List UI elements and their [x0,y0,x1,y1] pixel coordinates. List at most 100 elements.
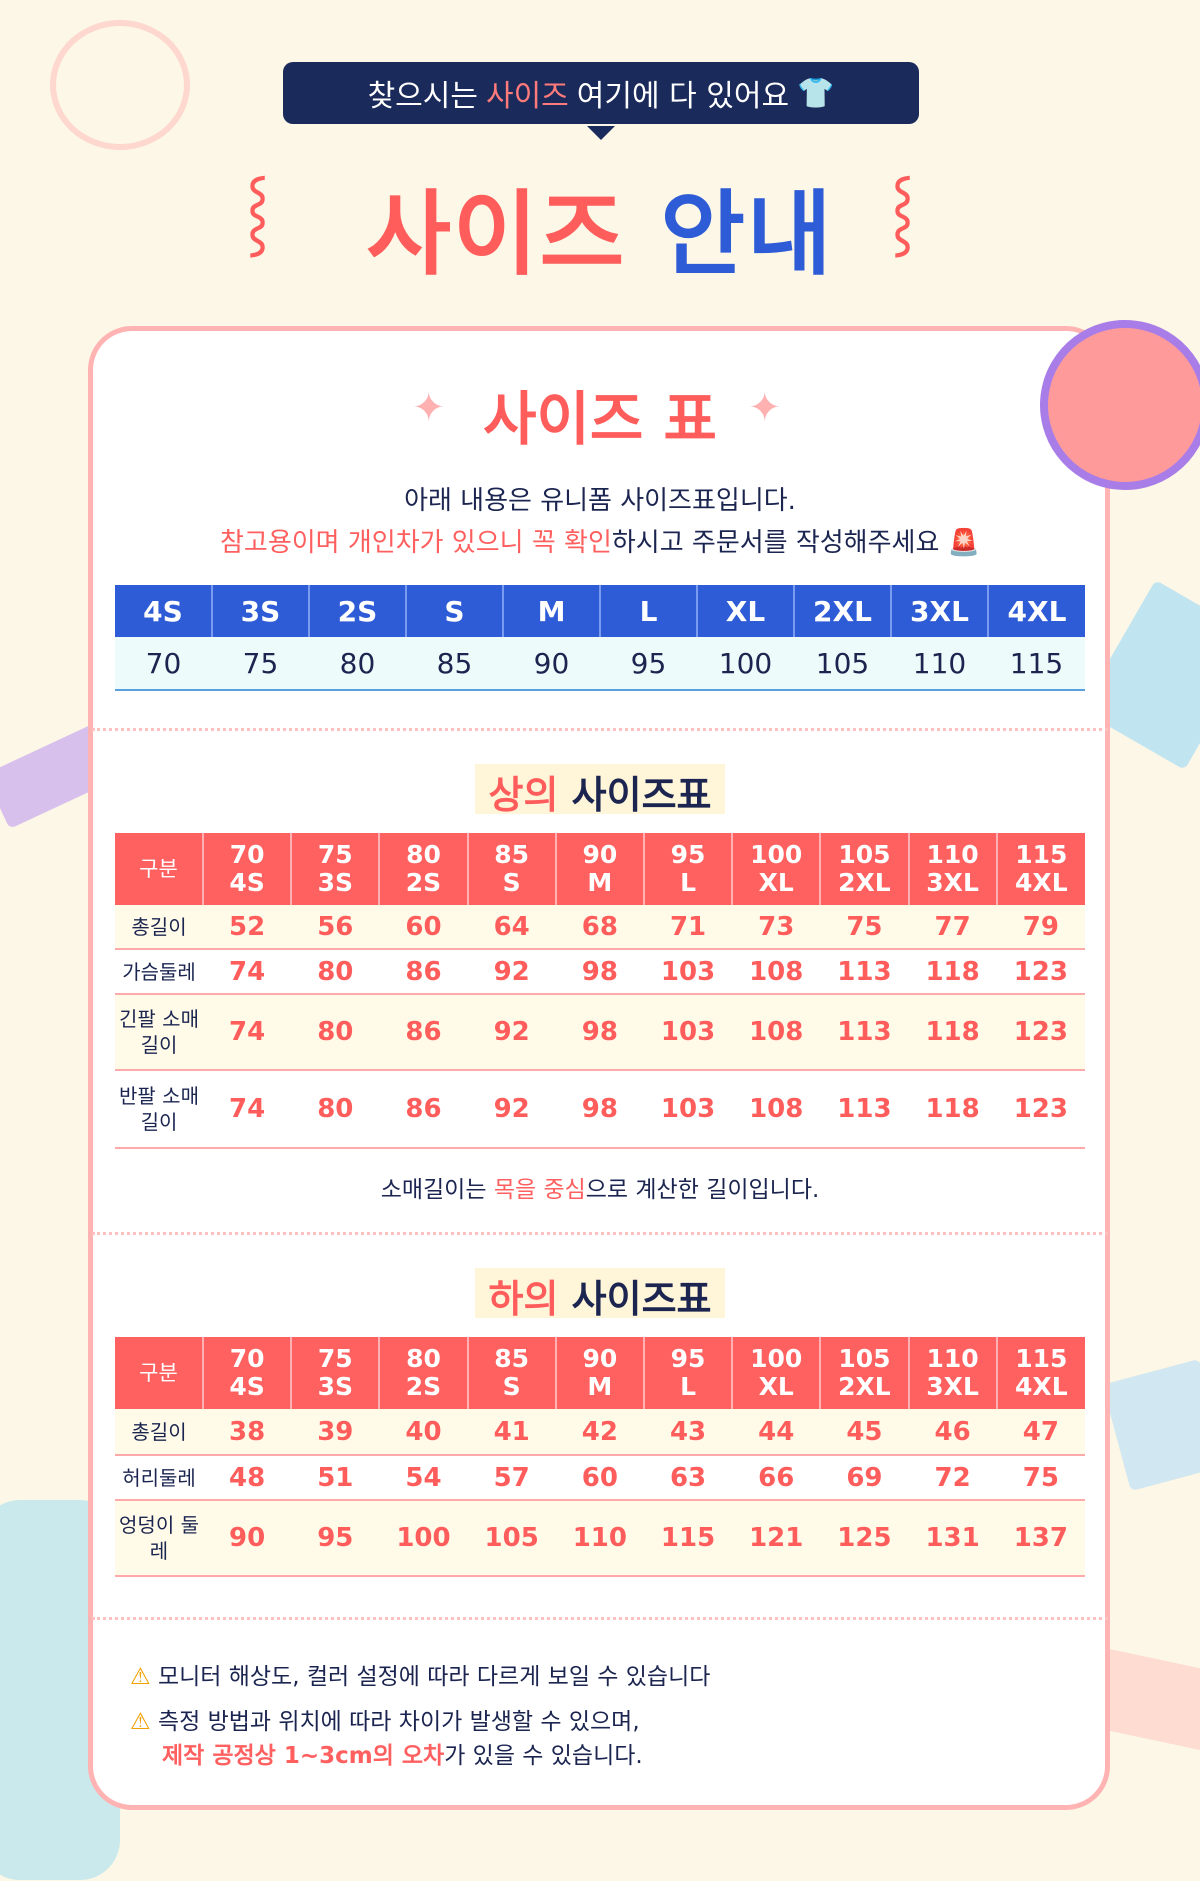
cell-value: 110 [555,1500,644,1577]
cell-value: 75 [996,1455,1085,1501]
header-number: 90 [582,840,618,869]
table-row: 반팔 소매길이 74 80 86 92 98 103 108 113 118 123 [115,1070,1085,1149]
table-row: 총길이 38 39 40 41 42 43 44 45 46 47 [115,1409,1085,1456]
cell-value: 80 [291,1070,380,1149]
table-row: 허리둘레 48 51 54 57 60 63 66 69 72 75 [115,1455,1085,1501]
title-part2: 안내 [660,181,834,288]
cell-value: 118 [908,949,997,995]
size-label: S [405,585,503,637]
header-size: 85 S [466,1337,556,1409]
warning-icon: ⚠ [130,1709,151,1735]
cell-value: 40 [379,1409,468,1456]
header-number: 95 [670,1344,706,1373]
cell-value: 90 [203,1500,292,1577]
header-size-label: L [680,868,696,897]
size-label: 4XL [987,585,1085,637]
row-label: 총길이 [115,905,203,950]
cell-value: 103 [643,1070,733,1149]
warning-3-text: 가 있을 수 있습니다. [444,1743,643,1769]
header-size: 110 3XL [907,833,997,905]
warning-2-text: 측정 방법과 위치에 따라 차이가 발생할 수 있으며, [157,1709,640,1735]
cell-value: 60 [379,905,468,950]
header-number: 110 [926,840,979,869]
table-row: 총길이 52 56 60 64 68 71 73 75 77 79 [115,905,1085,950]
cell-value: 108 [732,949,821,995]
cell-value: 103 [643,994,733,1071]
header-number: 85 [494,1344,530,1373]
cell-value: 74 [203,1070,292,1149]
bottom-title-red: 하의 [488,1277,559,1321]
row-label: 엉덩이 둘레 [115,1500,203,1577]
header-size-label: M [587,1372,613,1401]
cell-value: 95 [291,1500,380,1577]
table-row: 긴팔 소매길이 74 80 86 92 98 103 108 113 118 123 [115,994,1085,1071]
header-number: 70 [229,840,265,869]
size-number: 70 [115,637,212,691]
header-number: 70 [229,1344,265,1373]
cell-value: 125 [820,1500,909,1577]
cell-value: 118 [908,1070,997,1149]
header-size: 105 2XL [819,1337,909,1409]
cell-value: 123 [996,949,1085,995]
cell-value: 118 [908,994,997,1071]
squiggle-left-icon: ⸾ [245,170,271,252]
cell-value: 121 [732,1500,821,1577]
sparkle-right-icon: ✦ [748,385,782,431]
header-size-label: 3S [317,1372,353,1401]
header-number: 80 [406,840,441,869]
cell-value: 43 [643,1409,733,1456]
size-number: 100 [697,637,794,691]
cell-value: 38 [203,1409,292,1456]
header-size: 110 3XL [907,1337,997,1409]
header-size: 100 XL [731,833,821,905]
header-size-label: 2S [405,1372,442,1401]
header-size: 75 3S [290,1337,380,1409]
row-label: 허리둘레 [115,1455,203,1501]
header-size: 70 4S [201,833,292,905]
header-size: 85 S [466,833,556,905]
intro-t2: 가 있으니 [419,528,532,558]
cell-value: 39 [291,1409,380,1456]
header-size-label: 3XL [926,1372,979,1401]
header-size: 95 L [642,833,733,905]
size-number: 75 [212,637,309,691]
banner-post: 여기에 다 있어요 [576,79,790,114]
header-number: 75 [317,840,353,869]
size-number: 85 [406,637,503,691]
cell-value: 92 [467,1070,556,1149]
cell-value: 73 [732,905,821,950]
bottom-title: 사이즈표 [571,1277,712,1321]
cell-value: 63 [643,1455,733,1501]
cell-value: 54 [379,1455,468,1501]
header-size: 90 M [554,1337,644,1409]
intro-t1: 이며 [291,528,348,558]
header-size: 105 2XL [819,833,909,905]
header-size-label: 4XL [1015,868,1068,897]
cell-value: 105 [467,1500,556,1577]
cell-value: 66 [732,1455,821,1501]
header-size: 75 3S [290,833,380,905]
row-label: 긴팔 소매길이 [115,994,203,1071]
cell-value: 68 [555,905,644,950]
top-size-table: 구분 70 4S 75 3S 80 2S 85 S 90 M 95 L 100 XL 105 2XL 110 3XL… [115,833,1085,1149]
cell-value: 51 [291,1455,380,1501]
cell-value: 60 [555,1455,644,1501]
cell-value: 100 [379,1500,468,1577]
size-label: 3S [211,585,309,637]
header-size-label: XL [758,1372,794,1401]
header-row: 구분 70 4S 75 3S 80 2S 85 S 90 M 95 L 100 XL 105 2XL 110 3XL… [115,833,1085,905]
header-row: 구분 70 4S 75 3S 80 2S 85 S 90 M 95 L 100 XL 105 2XL 110 3XL… [115,1337,1085,1409]
cell-value: 92 [467,949,556,995]
size-label: 3XL [890,585,988,637]
top-title: 사이즈표 [571,773,712,817]
card-heading: 사이즈 표 [483,385,717,453]
header-size-label: 3XL [926,868,979,897]
note-t1: 소매길이는 [380,1177,494,1203]
cell-value: 45 [820,1409,909,1456]
size-label: 2XL [793,585,891,637]
header-number: 110 [926,1344,979,1373]
cell-value: 56 [291,905,380,950]
squiggle-right-icon: ⸾ [890,170,916,252]
divider [92,1232,1108,1235]
cell-value: 123 [996,1070,1085,1149]
